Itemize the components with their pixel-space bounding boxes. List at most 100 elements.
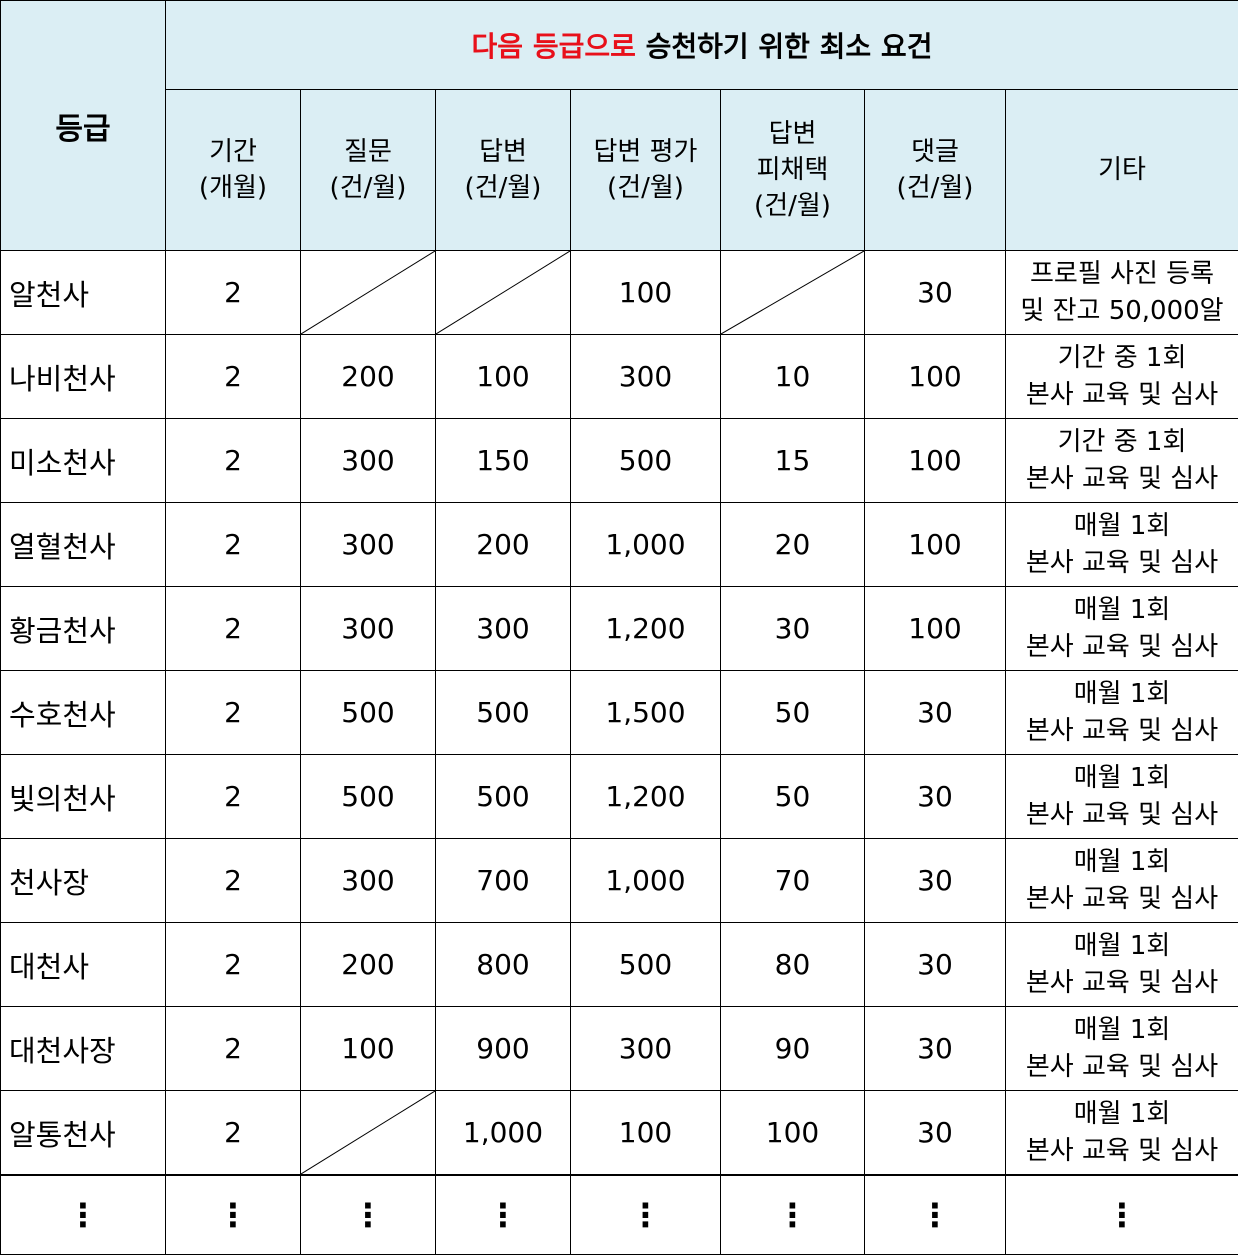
questions-cell: 500 xyxy=(300,670,436,755)
ellipsis-cell: ⋮ xyxy=(0,1174,166,1255)
not-applicable-cell xyxy=(435,250,571,335)
comments-cell: 30 xyxy=(864,1090,1006,1176)
answer-adopted-cell: 90 xyxy=(720,1006,865,1091)
diagonal-slash-icon xyxy=(436,251,570,334)
column-header-answers: 답변 (건/월) xyxy=(435,89,571,251)
period-cell: 2 xyxy=(165,250,301,335)
answer-rating-cell: 100 xyxy=(570,250,721,335)
grade-name-cell: 나비천사 xyxy=(0,334,166,419)
table-row: 열혈천사 2 300 200 1,000 20 100 매월 1회 본사 교육 및 심사 xyxy=(0,502,1238,587)
comments-cell: 30 xyxy=(864,838,1006,923)
comments-cell: 100 xyxy=(864,502,1006,587)
answer-adopted-cell: 70 xyxy=(720,838,865,923)
grade-name-cell: 천사장 xyxy=(0,838,166,923)
column-header-comments: 댓글 (건/월) xyxy=(864,89,1006,251)
other-requirement-cell: 매월 1회 본사 교육 및 심사 xyxy=(1004,670,1238,755)
period-cell: 2 xyxy=(165,418,301,503)
answer-rating-cell: 500 xyxy=(570,922,721,1007)
period-cell: 2 xyxy=(165,502,301,587)
comments-cell: 30 xyxy=(864,250,1006,335)
table-row: 나비천사 2 200 100 300 10 100 기간 중 1회 본사 교육 및 심사 xyxy=(0,334,1238,419)
period-cell: 2 xyxy=(165,334,301,419)
answer-rating-cell: 1,200 xyxy=(570,754,721,839)
answer-rating-cell: 300 xyxy=(570,1006,721,1091)
questions-cell: 300 xyxy=(300,502,436,587)
answer-adopted-cell: 100 xyxy=(720,1090,865,1176)
diagonal-slash-icon xyxy=(301,1091,435,1174)
other-requirement-cell: 매월 1회 본사 교육 및 심사 xyxy=(1004,922,1238,1007)
table-header: 등급 다음 등급으로 승천하기 위한 최소 요건 기간 (개월) 질문 (건/월) … xyxy=(0,0,1238,251)
title-rest: 승천하기 위한 최소 요건 xyxy=(635,30,933,63)
grade-name-cell: 열혈천사 xyxy=(0,502,166,587)
other-requirement-cell: 매월 1회 본사 교육 및 심사 xyxy=(1004,586,1238,671)
other-requirement-cell: 매월 1회 본사 교육 및 심사 xyxy=(1004,502,1238,587)
answer-rating-cell: 1,200 xyxy=(570,586,721,671)
comments-cell: 30 xyxy=(864,754,1006,839)
period-cell: 2 xyxy=(165,1090,301,1176)
table-row: 대천사장 2 100 900 300 90 30 매월 1회 본사 교육 및 심사 xyxy=(0,1006,1238,1091)
other-requirement-cell: 매월 1회 본사 교육 및 심사 xyxy=(1004,754,1238,839)
table-row: 알통천사 2 1,000 100 100 30 매월 1회 본사 교육 및 심사 xyxy=(0,1090,1238,1176)
questions-cell: 300 xyxy=(300,838,436,923)
answer-adopted-cell: 10 xyxy=(720,334,865,419)
questions-cell: 500 xyxy=(300,754,436,839)
period-cell: 2 xyxy=(165,922,301,1007)
not-applicable-cell xyxy=(300,250,436,335)
answers-cell: 1,000 xyxy=(435,1090,571,1176)
questions-cell: 200 xyxy=(300,922,436,1007)
comments-cell: 100 xyxy=(864,586,1006,671)
diagonal-slash-icon xyxy=(721,251,864,334)
answer-adopted-cell: 20 xyxy=(720,502,865,587)
questions-cell: 300 xyxy=(300,586,436,671)
answer-adopted-cell: 15 xyxy=(720,418,865,503)
table-row: 대천사 2 200 800 500 80 30 매월 1회 본사 교육 및 심사 xyxy=(0,922,1238,1007)
ellipsis-cell: ⋮ xyxy=(165,1174,301,1255)
answers-cell: 500 xyxy=(435,754,571,839)
period-cell: 2 xyxy=(165,754,301,839)
comments-cell: 30 xyxy=(864,670,1006,755)
answer-adopted-cell: 50 xyxy=(720,754,865,839)
column-header-other: 기타 xyxy=(1004,89,1238,251)
ellipsis-cell: ⋮ xyxy=(570,1174,721,1255)
grade-name-cell: 수호천사 xyxy=(0,670,166,755)
table-row: 천사장 2 300 700 1,000 70 30 매월 1회 본사 교육 및 심사 xyxy=(0,838,1238,923)
other-requirement-cell: 매월 1회 본사 교육 및 심사 xyxy=(1004,838,1238,923)
answer-adopted-cell: 50 xyxy=(720,670,865,755)
answers-cell: 300 xyxy=(435,586,571,671)
answer-rating-cell: 100 xyxy=(570,1090,721,1176)
not-applicable-cell xyxy=(300,1090,436,1176)
grade-column-header: 등급 xyxy=(0,0,166,251)
grade-name-cell: 알통천사 xyxy=(0,1090,166,1176)
grade-name-cell: 알천사 xyxy=(0,250,166,335)
table-row: 수호천사 2 500 500 1,500 50 30 매월 1회 본사 교육 및 심사 xyxy=(0,670,1238,755)
answer-rating-cell: 1,000 xyxy=(570,502,721,587)
period-cell: 2 xyxy=(165,586,301,671)
grade-name-cell: 미소천사 xyxy=(0,418,166,503)
ellipsis-cell: ⋮ xyxy=(1004,1174,1238,1255)
column-header-questions: 질문 (건/월) xyxy=(300,89,436,251)
questions-cell: 200 xyxy=(300,334,436,419)
questions-cell: 300 xyxy=(300,418,436,503)
ellipsis-row: ⋮ ⋮ ⋮ ⋮ ⋮ ⋮ ⋮ ⋮ xyxy=(0,1174,1238,1255)
comments-cell: 100 xyxy=(864,418,1006,503)
comments-cell: 100 xyxy=(864,334,1006,419)
period-cell: 2 xyxy=(165,670,301,755)
ellipsis-cell: ⋮ xyxy=(300,1174,436,1255)
answer-adopted-cell: 80 xyxy=(720,922,865,1007)
questions-cell: 100 xyxy=(300,1006,436,1091)
ellipsis-cell: ⋮ xyxy=(435,1174,571,1255)
period-cell: 2 xyxy=(165,838,301,923)
other-requirement-cell: 매월 1회 본사 교육 및 심사 xyxy=(1004,1090,1238,1176)
other-requirement-cell: 기간 중 1회 본사 교육 및 심사 xyxy=(1004,334,1238,419)
answer-adopted-cell: 30 xyxy=(720,586,865,671)
ellipsis-cell: ⋮ xyxy=(864,1174,1006,1255)
answer-rating-cell: 1,500 xyxy=(570,670,721,755)
answers-cell: 800 xyxy=(435,922,571,1007)
grade-name-cell: 황금천사 xyxy=(0,586,166,671)
answers-cell: 700 xyxy=(435,838,571,923)
not-applicable-cell xyxy=(720,250,865,335)
table-row: 알천사 2 100 30 프로필 사진 등록 및 잔고 50,000알 xyxy=(0,250,1238,335)
answer-rating-cell: 500 xyxy=(570,418,721,503)
other-requirement-cell: 프로필 사진 등록 및 잔고 50,000알 xyxy=(1004,250,1238,335)
